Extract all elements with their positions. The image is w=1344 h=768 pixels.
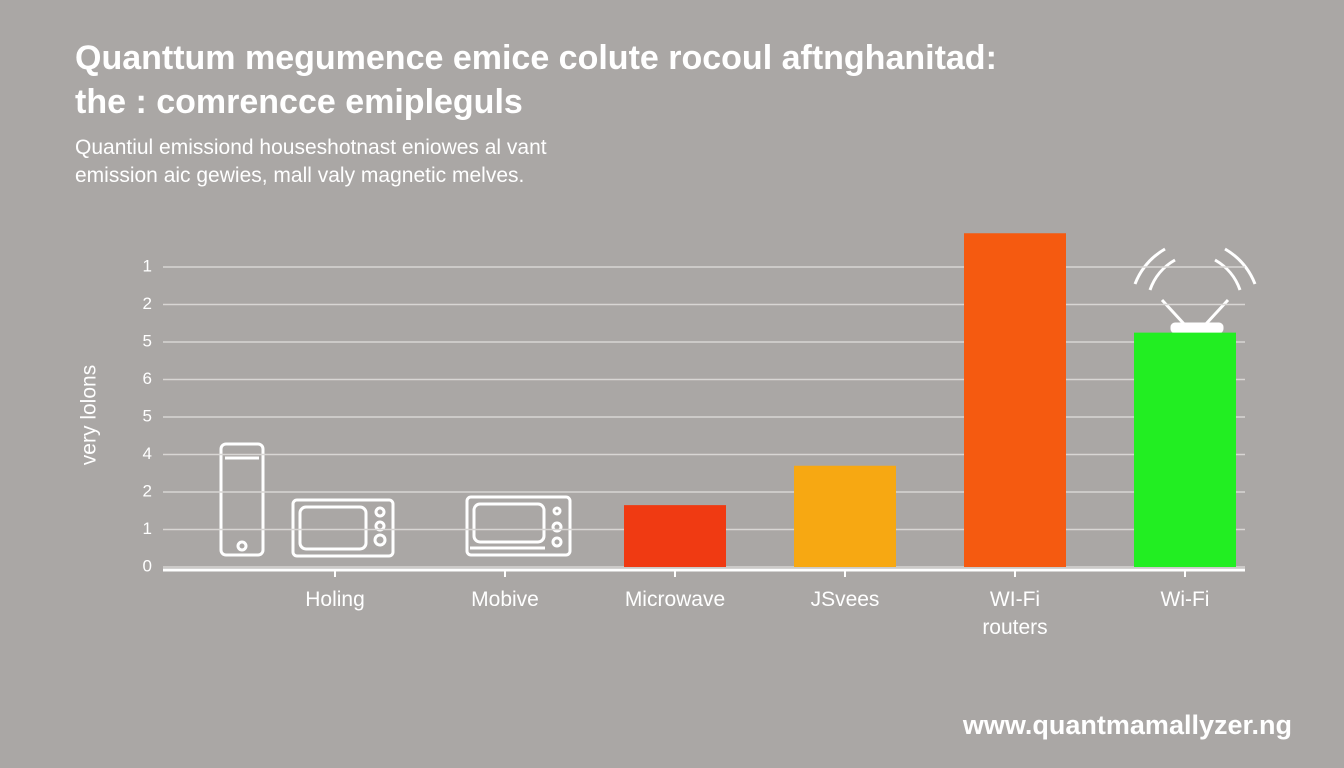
- chart-title: Quanttum megumence emice colute rocoul a…: [75, 36, 997, 124]
- x-tick-label: WI-Fi routers: [982, 588, 1048, 639]
- bar: [1134, 332, 1236, 567]
- subtitle-line: Quantiul emissiond houseshotnast eniowes…: [75, 136, 547, 159]
- x-tick-label: Holing: [305, 588, 365, 611]
- title-line: Quanttum megumence emice colute rocoul a…: [75, 39, 997, 77]
- y-tick-label: 5: [143, 331, 152, 350]
- footer-url: www.quantmamallyzer.ng: [962, 710, 1292, 740]
- y-tick-label: 2: [143, 481, 152, 500]
- x-tick-label: JSvees: [810, 588, 880, 611]
- chart-subtitle: Quantiul emissiond houseshotnast eniowes…: [75, 134, 547, 190]
- y-tick-label: 4: [143, 444, 152, 463]
- x-tick-label: Mobive: [471, 588, 539, 611]
- bar: [964, 233, 1066, 567]
- bar: [624, 505, 726, 567]
- subtitle-line: emission aic gewies, mall valy magnetic …: [75, 164, 525, 187]
- device-icons: [219, 247, 1257, 558]
- y-tick-label: 0: [143, 556, 152, 575]
- y-tick-label: 2: [143, 294, 152, 313]
- y-tick-label: 5: [143, 406, 152, 425]
- x-tick-label: Microwave: [624, 588, 726, 611]
- bar: [794, 465, 896, 567]
- title-line: the : comrencce emipleguls: [75, 83, 523, 121]
- y-tick-label: 6: [143, 369, 152, 388]
- y-tick-label: 1: [143, 256, 152, 275]
- y-tick-label: 1: [143, 519, 152, 538]
- x-tick-label: Wi-Fi: [1160, 588, 1210, 611]
- y-axis-label: very lolons: [78, 365, 101, 465]
